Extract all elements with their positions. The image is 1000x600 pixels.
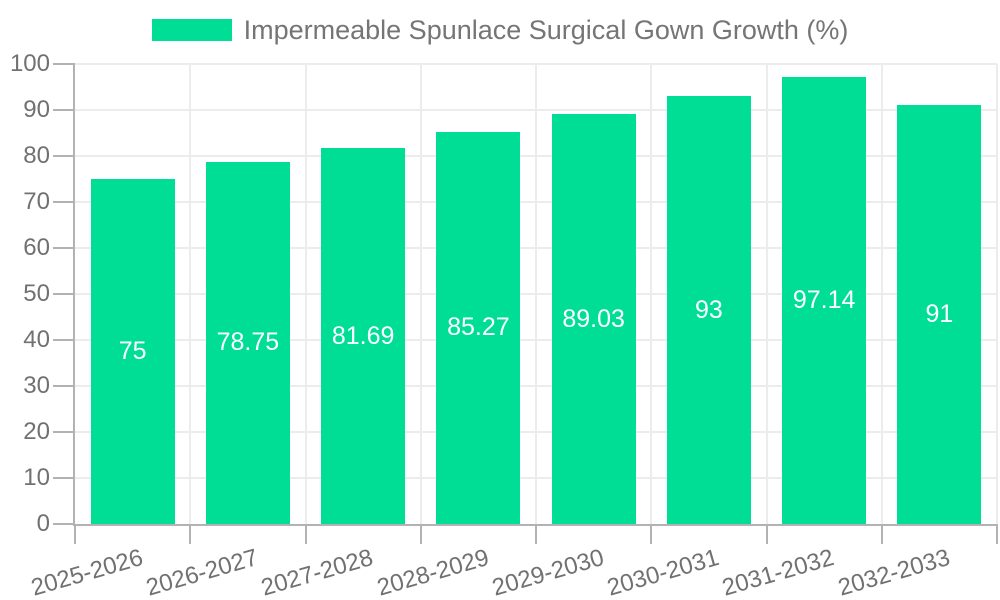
y-tick-label: 50 xyxy=(23,280,50,307)
y-axis-tick xyxy=(53,201,75,203)
x-axis-tick xyxy=(880,524,883,544)
v-gridline xyxy=(535,64,537,524)
x-tick-label: 2030-2031 xyxy=(604,544,723,600)
bar[interactable]: 93 xyxy=(666,96,751,524)
bar-value-label: 81.69 xyxy=(331,321,395,350)
x-tick-label: 2028-2029 xyxy=(373,544,492,600)
x-axis-tick xyxy=(74,524,76,544)
y-tick-label: 20 xyxy=(23,418,50,445)
bar-value-label: 97.14 xyxy=(792,286,856,315)
bar-value-label: 93 xyxy=(694,295,723,324)
v-gridline xyxy=(419,64,422,524)
legend-item[interactable]: Impermeable Spunlace Surgical Gown Growt… xyxy=(0,15,1000,45)
y-tick-label: 0 xyxy=(36,510,50,537)
y-axis-line xyxy=(73,64,75,526)
v-gridline xyxy=(765,64,768,524)
x-tick-label: 2031-2032 xyxy=(719,544,838,600)
y-axis-tick xyxy=(53,385,75,387)
y-axis-tick xyxy=(53,293,75,295)
bar-value-label: 78.75 xyxy=(216,328,280,357)
bar-value-label: 91 xyxy=(925,300,954,329)
y-tick-label: 60 xyxy=(23,234,50,261)
v-gridline xyxy=(880,64,883,524)
v-gridline xyxy=(189,64,192,524)
y-axis-tick xyxy=(53,63,75,65)
y-tick-label: 100 xyxy=(9,50,50,77)
y-tick-label: 90 xyxy=(23,96,50,123)
x-tick-label: 2026-2027 xyxy=(143,544,262,600)
v-gridline xyxy=(304,64,307,524)
x-axis-tick xyxy=(304,524,307,544)
legend-swatch-icon xyxy=(151,19,232,41)
x-tick-label: 2032-2033 xyxy=(834,544,953,600)
v-gridline xyxy=(650,64,653,524)
y-axis-tick xyxy=(53,155,75,157)
bar[interactable]: 89.03 xyxy=(551,114,636,524)
y-tick-label: 40 xyxy=(23,326,50,353)
y-tick-label: 30 xyxy=(23,372,50,399)
y-axis-tick xyxy=(53,477,75,479)
x-axis-tick xyxy=(996,524,998,544)
bar[interactable]: 91 xyxy=(897,105,982,524)
bar-value-label: 89.03 xyxy=(562,304,625,333)
x-tick-label: 2027-2028 xyxy=(258,544,377,600)
bar-value-label: 85.27 xyxy=(447,313,510,342)
bar[interactable]: 81.69 xyxy=(321,148,406,524)
v-gridline xyxy=(996,64,998,524)
y-axis-tick xyxy=(53,523,75,525)
y-axis-tick xyxy=(53,339,75,341)
y-axis-tick xyxy=(53,247,75,249)
x-tick-label: 2025-2026 xyxy=(28,544,146,600)
bar[interactable]: 75 xyxy=(90,179,175,524)
bar-value-label: 75 xyxy=(118,337,147,365)
bar[interactable]: 85.27 xyxy=(436,131,521,524)
y-tick-label: 70 xyxy=(23,188,50,215)
x-axis-tick xyxy=(189,524,192,544)
y-tick-label: 80 xyxy=(23,142,50,169)
bar[interactable]: 97.14 xyxy=(782,77,867,524)
x-axis-tick xyxy=(419,524,422,544)
x-axis-tick xyxy=(535,524,537,544)
y-axis-tick xyxy=(53,109,75,111)
y-tick-label: 10 xyxy=(23,464,50,491)
bar[interactable]: 78.75 xyxy=(205,161,290,524)
y-axis-tick xyxy=(53,431,75,433)
x-tick-label: 2029-2030 xyxy=(489,544,607,600)
x-axis-tick xyxy=(765,524,768,544)
legend-label: Impermeable Spunlace Surgical Gown Growt… xyxy=(243,15,849,45)
x-axis-tick xyxy=(650,524,653,544)
